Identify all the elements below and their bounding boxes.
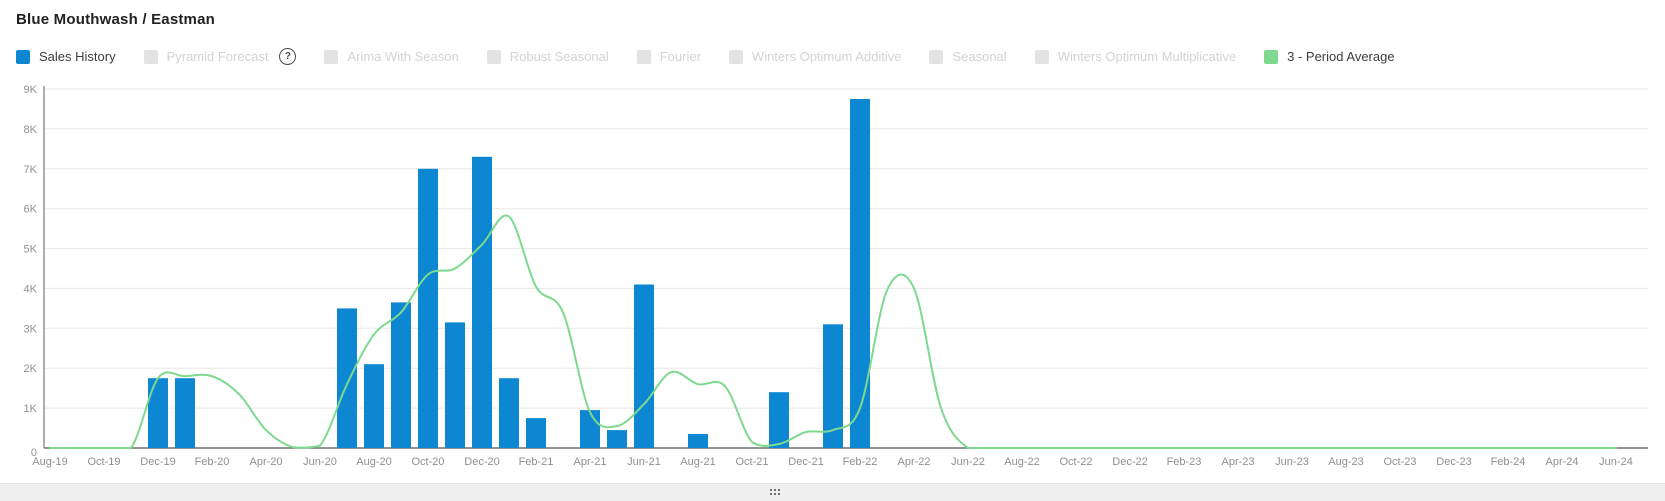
sales-history-bar[interactable] bbox=[175, 378, 195, 448]
legend-label: Seasonal bbox=[952, 49, 1007, 64]
sales-history-bar[interactable] bbox=[418, 168, 438, 449]
sales-history-bar[interactable] bbox=[337, 308, 357, 448]
x-tick-label: Feb-24 bbox=[1491, 456, 1526, 468]
legend-label: Winters Optimum Multiplicative bbox=[1057, 49, 1237, 64]
y-tick-label: 0 bbox=[31, 447, 37, 459]
x-tick-label: Apr-23 bbox=[1221, 456, 1254, 468]
x-tick-label: Jun-24 bbox=[1599, 456, 1633, 468]
help-icon[interactable]: ? bbox=[279, 48, 297, 65]
x-tick-label: Aug-21 bbox=[680, 456, 715, 468]
legend-label: Robust Seasonal bbox=[509, 49, 609, 64]
y-tick-label: 7K bbox=[24, 164, 38, 176]
legend-item-arima-with-season[interactable]: Arima With Season bbox=[324, 49, 459, 64]
legend-item-fourier[interactable]: Fourier bbox=[636, 49, 701, 64]
x-tick-label: Jun-22 bbox=[951, 456, 985, 468]
sales-history-bar[interactable] bbox=[850, 99, 870, 448]
legend-label: Arima With Season bbox=[347, 49, 459, 64]
sales-history-bar[interactable] bbox=[472, 156, 492, 449]
legend-swatch-seasonal bbox=[929, 49, 944, 64]
x-tick-label: Feb-22 bbox=[843, 456, 878, 468]
legend-swatch-3-period-average bbox=[1264, 49, 1279, 64]
chart-legend: Sales History Pyramid Forecast? Arima With… bbox=[16, 48, 1655, 65]
y-tick-label: 9K bbox=[24, 84, 38, 96]
x-tick-label: Feb-20 bbox=[195, 456, 230, 468]
y-tick-label: 4K bbox=[24, 283, 38, 295]
sales-history-bar[interactable] bbox=[391, 302, 411, 448]
x-tick-label: Aug-22 bbox=[1004, 456, 1039, 468]
legend-swatch-winters-optimum-multiplicative bbox=[1034, 49, 1049, 64]
x-tick-label: Oct-21 bbox=[735, 456, 768, 468]
x-tick-label: Aug-23 bbox=[1328, 456, 1363, 468]
x-tick-label: Dec-23 bbox=[1436, 456, 1471, 468]
sales-history-bar[interactable] bbox=[148, 378, 168, 448]
x-tick-label: Apr-24 bbox=[1545, 456, 1578, 468]
legend-swatch-robust-seasonal bbox=[486, 49, 501, 64]
legend-item-robust-seasonal[interactable]: Robust Seasonal bbox=[486, 49, 609, 64]
x-tick-label: Jun-23 bbox=[1275, 456, 1309, 468]
x-tick-label: Jun-21 bbox=[627, 456, 661, 468]
legend-swatch-winters-optimum-additive bbox=[728, 49, 743, 64]
y-tick-label: 3K bbox=[24, 323, 38, 335]
x-tick-label: Jun-20 bbox=[303, 456, 337, 468]
x-tick-label: Apr-22 bbox=[897, 456, 930, 468]
x-tick-label: Dec-20 bbox=[464, 456, 499, 468]
x-tick-label: Apr-20 bbox=[249, 456, 282, 468]
x-tick-label: Oct-20 bbox=[411, 456, 444, 468]
sales-history-bar[interactable] bbox=[526, 418, 546, 448]
x-tick-label: Feb-23 bbox=[1167, 456, 1202, 468]
x-tick-label: Dec-21 bbox=[788, 456, 823, 468]
legend-item-3-period-average[interactable]: 3 - Period Average bbox=[1264, 49, 1395, 64]
x-tick-label: Feb-21 bbox=[519, 456, 554, 468]
y-tick-label: 5K bbox=[24, 244, 38, 256]
legend-swatch-sales-history bbox=[16, 49, 30, 64]
legend-item-winters-optimum-additive[interactable]: Winters Optimum Additive bbox=[728, 49, 902, 64]
x-tick-label: Aug-20 bbox=[356, 456, 391, 468]
legend-label: Winters Optimum Additive bbox=[751, 49, 902, 64]
drag-handle-icon[interactable] bbox=[770, 489, 780, 495]
x-tick-label: Oct-22 bbox=[1059, 456, 1092, 468]
period-average-line[interactable] bbox=[49, 214, 1617, 449]
page-title: Blue Mouthwash / Eastman bbox=[16, 11, 215, 28]
legend-item-winters-optimum-multiplicative[interactable]: Winters Optimum Multiplicative bbox=[1034, 49, 1237, 64]
legend-item-sales-history[interactable]: Sales History bbox=[16, 49, 116, 64]
legend-label: Sales History bbox=[39, 49, 116, 64]
y-tick-label: 8K bbox=[24, 124, 38, 136]
x-tick-label: Oct-23 bbox=[1383, 456, 1416, 468]
legend-item-pyramid-forecast[interactable]: Pyramid Forecast? bbox=[143, 48, 297, 65]
legend-label: Fourier bbox=[659, 49, 701, 64]
x-tick-label: Dec-22 bbox=[1112, 456, 1147, 468]
sales-history-bar[interactable] bbox=[607, 430, 627, 448]
x-tick-label: Oct-19 bbox=[87, 456, 120, 468]
legend-label: Pyramid Forecast bbox=[166, 49, 269, 64]
y-tick-label: 1K bbox=[24, 403, 38, 415]
x-tick-label: Apr-21 bbox=[573, 456, 606, 468]
x-tick-label: Dec-19 bbox=[140, 456, 175, 468]
sales-history-bar[interactable] bbox=[445, 322, 465, 448]
sales-history-bar[interactable] bbox=[580, 410, 600, 448]
x-tick-label: Aug-19 bbox=[32, 456, 67, 468]
y-tick-label: 6K bbox=[24, 204, 38, 216]
sales-history-bar[interactable] bbox=[499, 378, 519, 448]
y-tick-label: 2K bbox=[24, 363, 38, 375]
sales-history-bar[interactable] bbox=[769, 392, 789, 448]
legend-swatch-arima-with-season bbox=[324, 49, 339, 64]
legend-swatch-fourier bbox=[636, 49, 651, 64]
sales-history-bar[interactable] bbox=[364, 364, 384, 448]
sales-history-bar[interactable] bbox=[634, 284, 654, 449]
sales-history-bar[interactable] bbox=[688, 434, 708, 448]
legend-swatch-pyramid-forecast bbox=[143, 49, 158, 64]
legend-item-seasonal[interactable]: Seasonal bbox=[929, 49, 1007, 64]
bottom-resize-bar bbox=[0, 483, 1665, 501]
sales-history-bar[interactable] bbox=[823, 324, 843, 448]
legend-label: 3 - Period Average bbox=[1287, 49, 1395, 64]
